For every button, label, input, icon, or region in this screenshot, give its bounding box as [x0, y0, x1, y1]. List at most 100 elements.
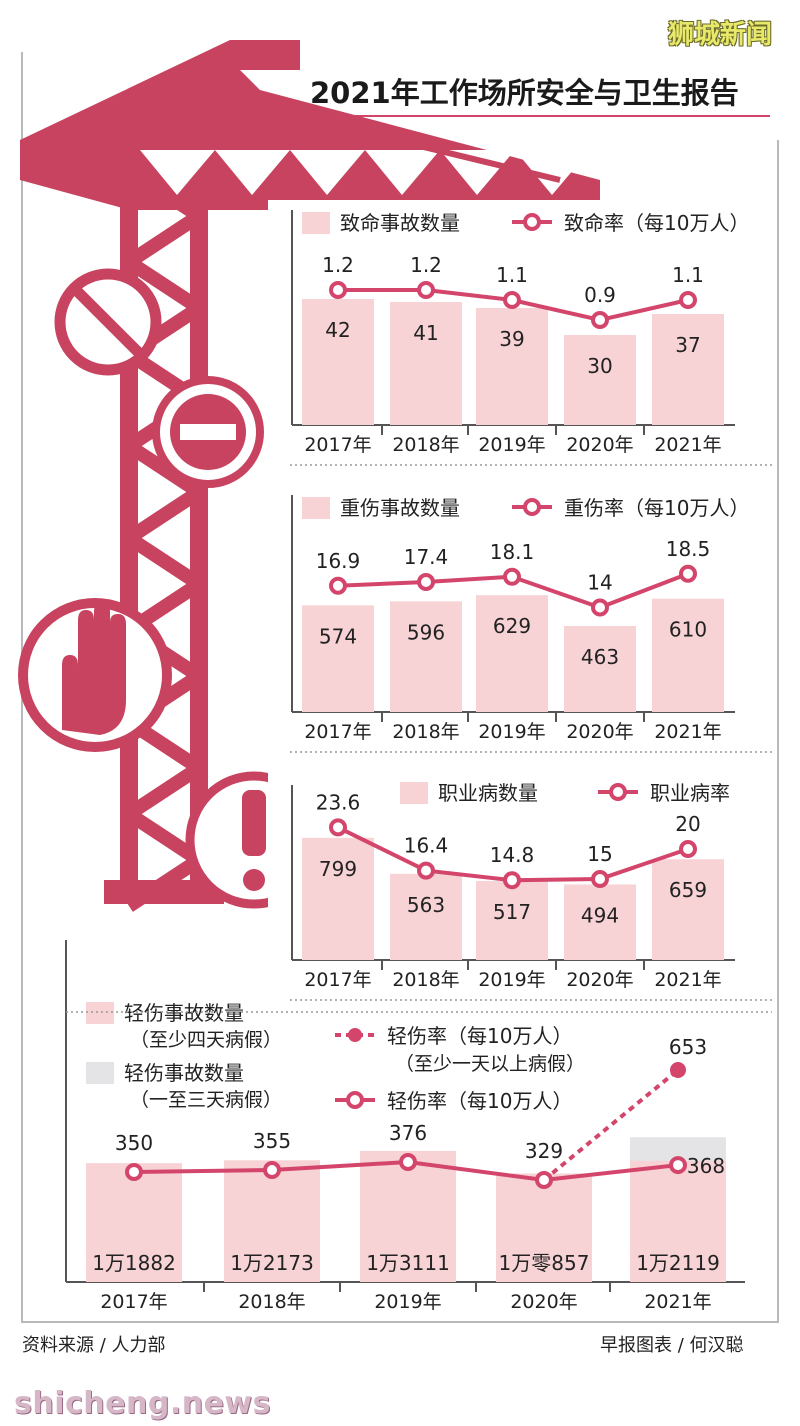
legend-line-dashed-marker [348, 1028, 362, 1042]
bar [564, 884, 636, 960]
rate-value-label: 329 [525, 1139, 563, 1163]
rate-value-label-dashed: 653 [669, 1035, 707, 1059]
rate-value-label: 1.2 [322, 253, 354, 277]
bar [652, 598, 724, 712]
bar [476, 308, 548, 425]
chart-3: 职业病数量 职业病率 799 563 517 494 659 23.6 16.4 14.8 15 20… [290, 781, 772, 1001]
truss-gap [515, 150, 590, 195]
bar [302, 299, 374, 425]
bar [390, 873, 462, 960]
chart-4: 轻伤事故数量 （至少四天病假） 轻伤率（每10万人） （至少一天以上病假） 轻伤事故数量… [65, 940, 772, 1313]
rate-point [591, 598, 609, 617]
bar-value-label: 629 [493, 614, 531, 638]
truss-gap [140, 150, 215, 195]
rate-value-label: 18.5 [666, 537, 711, 561]
legend-line-marker [523, 213, 541, 231]
legend-line-label: 致命率（每10万人） [564, 211, 749, 235]
rate-point [503, 567, 521, 586]
page-title: 2021年工作场所安全与卫生报告 [310, 76, 739, 110]
chart-2: 重伤事故数量 重伤率（每10万人） 574 596 629 463 610 16.9 17.4 1… [290, 495, 772, 753]
rate-value-label: 0.9 [584, 283, 616, 307]
legend-bar-label: 职业病数量 [438, 781, 538, 805]
warning-icon-dot [243, 869, 265, 891]
legend-line-dashed-label: 轻伤率（每10万人） [387, 1024, 572, 1048]
bar-4day [224, 1160, 320, 1282]
rate-point [329, 818, 347, 837]
jib-cable [229, 97, 561, 183]
bar-value-label: 37 [675, 333, 700, 357]
rate-point [417, 861, 435, 880]
watermark: shicheng.news [14, 1386, 271, 1421]
truss-gap [365, 150, 440, 195]
x-tick-label: 2018年 [238, 1291, 305, 1313]
x-tick-label: 2021年 [654, 434, 721, 456]
bar [390, 601, 462, 712]
rate-value-label: 20 [675, 812, 700, 836]
bar [564, 335, 636, 425]
rate-value-label: 16.4 [404, 834, 449, 858]
rate-point [329, 281, 347, 299]
x-tick-label: 2017年 [304, 969, 371, 991]
bar-value-label: 659 [669, 878, 707, 902]
truss-gap [440, 150, 515, 195]
bar-4day [360, 1150, 456, 1282]
x-tick-label: 2020年 [566, 721, 633, 743]
rate-value-label: 1.1 [496, 263, 528, 287]
rate-value-label: 14.8 [490, 843, 535, 867]
rate-value-label: 355 [253, 1129, 291, 1153]
bar-value-label: 563 [407, 893, 445, 917]
warning-icon-bar [242, 790, 266, 856]
rate-value-label: 16.9 [316, 549, 361, 573]
no-entry-icon-bar [180, 424, 236, 440]
prohibition-icon-slash [70, 284, 146, 360]
legend-line-marker [609, 783, 627, 801]
x-tick-label: 2018年 [392, 969, 459, 991]
legend-line-marker [523, 498, 541, 516]
rate-value-label: 18.1 [490, 540, 535, 564]
rate-point [417, 573, 435, 591]
bar-value-label: 574 [319, 624, 357, 648]
legend-bar-4day-sub: （至少四天病假） [130, 1029, 282, 1051]
x-tick-label: 2020年 [510, 1291, 577, 1313]
bar-4day [630, 1160, 726, 1282]
legend-line-label: 重伤率（每10万人） [564, 496, 749, 520]
lattice-brace [125, 486, 203, 544]
lattice-brace [125, 440, 203, 498]
rate-point [591, 870, 609, 888]
rate-point [679, 564, 697, 583]
legend-bar-3day-sub: （一至三天病假） [130, 1089, 282, 1111]
bar-value-label: 799 [319, 857, 357, 881]
legend-bar-swatch [302, 212, 330, 234]
x-tick-label: 2019年 [478, 434, 545, 456]
rate-value-label: 15 [587, 842, 612, 866]
bar-4day-value-label: 1万3111 [366, 1251, 450, 1275]
rate-point [679, 840, 697, 858]
x-tick-label: 2021年 [654, 969, 721, 991]
rate-point [263, 1161, 281, 1180]
brand-logo: 狮城新闻 [668, 20, 773, 50]
rate-value-label: 350 [115, 1131, 153, 1155]
rate-line-dashed [542, 1068, 680, 1182]
lattice-brace [125, 210, 203, 268]
rate-point [669, 1156, 687, 1175]
legend-bar-3day-swatch [86, 1062, 114, 1084]
rate-value-label: 1.1 [672, 263, 704, 287]
x-tick-label: 2017年 [304, 434, 371, 456]
bar-4day-value-label: 1万1882 [92, 1251, 176, 1275]
x-tick-label: 2021年 [654, 721, 721, 743]
bar-value-label: 42 [325, 318, 350, 342]
legend-bar-3day-label: 轻伤事故数量 [124, 1061, 244, 1085]
bar [564, 626, 636, 712]
x-tick-label: 2021年 [644, 1291, 711, 1313]
rate-value-label: 376 [389, 1121, 427, 1145]
rate-point [679, 291, 697, 309]
rate-value-label: 17.4 [404, 545, 449, 569]
lattice-brace [125, 256, 203, 314]
rate-value-label: 368 [687, 1154, 725, 1178]
legend-line-solid-marker [346, 1091, 364, 1109]
bar-4day [496, 1173, 592, 1282]
bar [652, 859, 724, 960]
bar [302, 605, 374, 712]
